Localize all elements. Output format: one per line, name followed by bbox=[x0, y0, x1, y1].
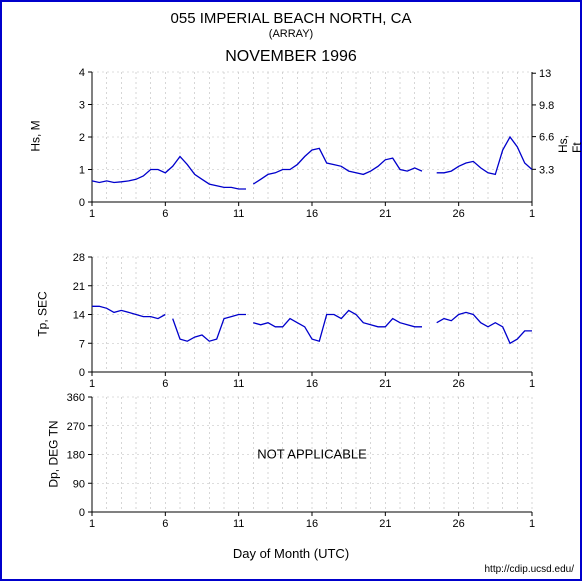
svg-text:2: 2 bbox=[79, 132, 85, 144]
svg-text:21: 21 bbox=[73, 281, 85, 293]
svg-text:270: 270 bbox=[67, 421, 85, 433]
svg-text:21: 21 bbox=[379, 208, 391, 220]
svg-text:26: 26 bbox=[453, 208, 465, 220]
svg-text:360: 360 bbox=[67, 392, 85, 404]
svg-text:14: 14 bbox=[73, 310, 85, 322]
svg-text:0: 0 bbox=[79, 367, 85, 379]
svg-text:6: 6 bbox=[162, 378, 168, 390]
panel2-ylabel: Tp, SEC bbox=[36, 291, 50, 336]
chart-frame: 055 IMPERIAL BEACH NORTH, CA (ARRAY) NOV… bbox=[0, 0, 582, 581]
svg-text:90: 90 bbox=[73, 478, 85, 490]
svg-text:0: 0 bbox=[79, 197, 85, 209]
panel3-ylabel: Dp, DEG TN bbox=[47, 420, 61, 487]
svg-text:21: 21 bbox=[379, 518, 391, 530]
panel1-ylabel-right: Hs, Ft bbox=[556, 133, 582, 153]
svg-text:1: 1 bbox=[79, 165, 85, 177]
x-axis-label: Day of Month (UTC) bbox=[2, 546, 580, 561]
svg-text:NOT APPLICABLE: NOT APPLICABLE bbox=[257, 447, 367, 462]
svg-text:3.3: 3.3 bbox=[539, 164, 554, 176]
svg-text:11: 11 bbox=[233, 208, 244, 220]
svg-text:3: 3 bbox=[79, 100, 85, 112]
svg-text:21: 21 bbox=[379, 378, 391, 390]
svg-text:26: 26 bbox=[453, 378, 465, 390]
svg-text:1: 1 bbox=[529, 518, 535, 530]
svg-text:11: 11 bbox=[233, 378, 244, 390]
svg-text:9.8: 9.8 bbox=[539, 100, 554, 112]
svg-text:6: 6 bbox=[162, 208, 168, 220]
panel1-ylabel-left: Hs, M bbox=[29, 120, 43, 151]
svg-text:13: 13 bbox=[539, 68, 551, 80]
svg-text:1: 1 bbox=[89, 378, 95, 390]
svg-text:1: 1 bbox=[529, 208, 535, 220]
svg-text:0: 0 bbox=[79, 507, 85, 519]
svg-text:16: 16 bbox=[306, 518, 318, 530]
svg-text:7: 7 bbox=[79, 338, 85, 350]
svg-text:6.6: 6.6 bbox=[539, 132, 554, 144]
svg-text:26: 26 bbox=[453, 518, 465, 530]
svg-text:28: 28 bbox=[73, 252, 85, 264]
plot-svg: 012343.36.69.813161116212610714212816111… bbox=[2, 2, 580, 579]
svg-text:6: 6 bbox=[162, 518, 168, 530]
svg-text:4: 4 bbox=[79, 67, 85, 79]
svg-text:1: 1 bbox=[89, 208, 95, 220]
svg-text:16: 16 bbox=[306, 378, 318, 390]
svg-text:1: 1 bbox=[89, 518, 95, 530]
svg-text:180: 180 bbox=[67, 450, 85, 462]
svg-text:16: 16 bbox=[306, 208, 318, 220]
svg-text:1: 1 bbox=[529, 378, 535, 390]
source-url: http://cdip.ucsd.edu/ bbox=[484, 564, 574, 575]
svg-text:11: 11 bbox=[233, 518, 244, 530]
